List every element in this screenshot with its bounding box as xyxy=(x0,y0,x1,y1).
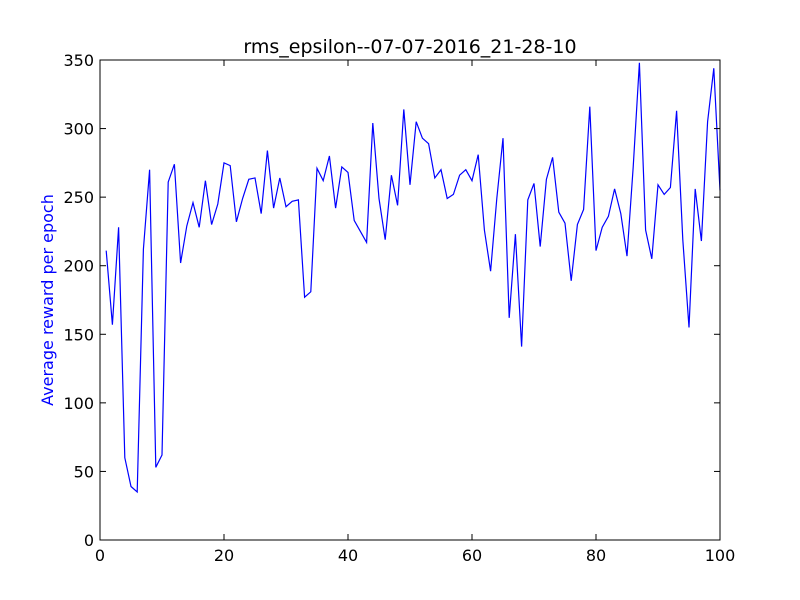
y-tick-label: 300 xyxy=(63,120,94,139)
plot-area: 0 20 40 60 80 100 0 50 100 150 200 250 300 350 xyxy=(63,51,735,565)
y-tick-label: 100 xyxy=(63,394,94,413)
x-tick-label: 20 xyxy=(214,546,234,565)
series-line-0 xyxy=(105,62,721,494)
y-tick-label: 250 xyxy=(63,188,94,207)
x-tick-label: 100 xyxy=(705,546,736,565)
y-tick-label: 350 xyxy=(63,51,94,70)
x-tick-label: 40 xyxy=(338,546,358,565)
y-tick-label: 200 xyxy=(63,257,94,276)
y-axis-label: Average reward per epoch xyxy=(38,194,57,406)
x-tick-label: 0 xyxy=(95,546,105,565)
y-tick-label: 0 xyxy=(84,531,94,550)
x-tick-label: 80 xyxy=(586,546,606,565)
y-tick-label: 50 xyxy=(74,462,94,481)
y-tick-label: 150 xyxy=(63,325,94,344)
x-tick-label: 60 xyxy=(462,546,482,565)
chart-title: rms_epsilon--07-07-2016_21-28-10 xyxy=(243,36,576,58)
axes-frame xyxy=(99,59,721,541)
